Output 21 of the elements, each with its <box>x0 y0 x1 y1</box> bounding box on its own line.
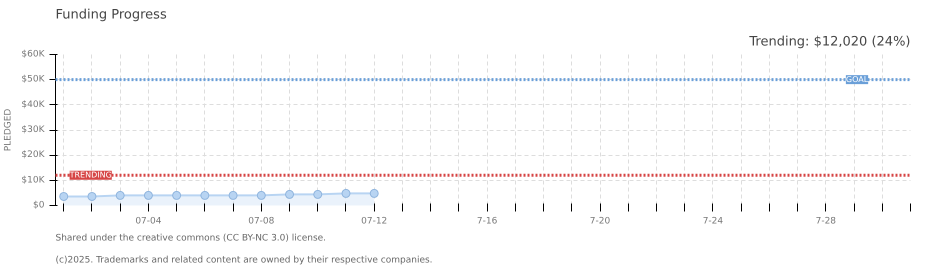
ref-line-label: GOAL <box>846 75 869 84</box>
x-tick-label: 07-04 <box>135 216 162 226</box>
x-tick-label: 7-28 <box>816 216 836 226</box>
ref-line-label: TRENDING <box>68 170 112 180</box>
y-tick-label: $50K <box>21 74 46 85</box>
text: Shared under the creative commons (CC BY-NC 3.0) license. <box>56 234 326 244</box>
y-tick-label: $20K <box>21 150 46 160</box>
x-tick-label: 7-16 <box>476 216 498 226</box>
y-tick-label: $40K <box>21 100 46 110</box>
y-axis-title: PLEDGED <box>3 108 14 152</box>
x-tick-label: 07-08 <box>248 216 275 226</box>
y-tick-label: $10K <box>21 175 46 186</box>
x-tick-label: 7-20 <box>590 216 611 226</box>
x-tick-label: 7-24 <box>702 216 724 226</box>
chart-title: Funding Progress <box>56 8 167 22</box>
y-tick-label: $0 <box>33 200 45 210</box>
x-tick-label: 07-12 <box>361 216 388 226</box>
text: (c)2025. Trademarks and related content are owned by their respective companies. <box>56 256 433 266</box>
chart-subtitle: Trending: $12,020 (24%) <box>748 34 910 50</box>
y-tick-label: $60K <box>21 50 46 60</box>
y-tick-label: $30K <box>21 125 46 135</box>
